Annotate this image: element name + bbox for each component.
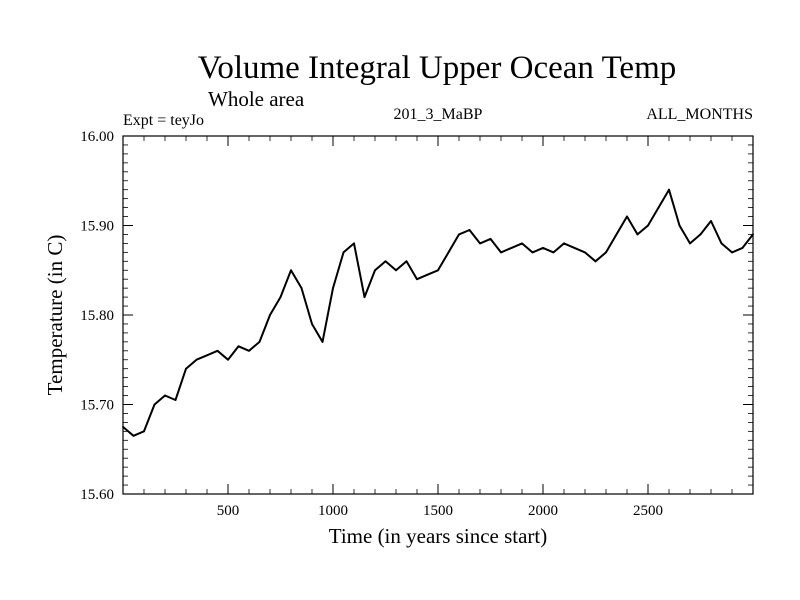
data-point [416,278,418,281]
data-point [447,251,450,254]
y-axis-label: Temperature (in C) [43,235,67,396]
data-point [374,269,376,272]
data-point [164,394,166,397]
run-label: 201_3_MaBP [394,106,483,123]
data-point [437,269,439,272]
data-point [300,287,303,290]
data-point [479,242,481,245]
minor-ticks [123,135,753,495]
data-point [489,238,492,240]
data-point [174,399,177,401]
data-point [185,367,187,370]
major-ticks [123,135,753,495]
data-point [731,251,733,254]
data-point [248,349,250,352]
data-point [395,269,397,272]
data-point [237,345,240,348]
x-tick-label: 2500 [633,503,663,519]
data-point [500,251,502,254]
data-point [195,358,198,361]
data-point [657,206,660,209]
x-tick-label: 500 [217,503,240,519]
data-point [741,246,744,249]
data-point [384,260,387,263]
data-point [269,314,271,316]
data-point [216,349,219,352]
data-point [720,242,723,245]
plot-frame [122,135,754,495]
chart-title: Volume Integral Upper Ocean Temp [198,50,676,86]
data-point [510,246,513,249]
data-point [153,403,156,406]
x-tick-labels: 500 1000 1500 2000 2500 [217,503,663,519]
y-tick-label: 16.00 [80,129,114,145]
data-point [290,269,292,272]
data-point [279,296,282,298]
data-point [363,296,366,298]
data-point [605,251,607,254]
y-tick-labels: 15.60 15.70 15.80 15.90 16.00 [80,129,114,503]
data-point [689,242,691,245]
series-line-temperature [122,188,754,437]
months-label: ALL_MONTHS [646,106,753,123]
y-tick-label: 15.70 [80,398,114,414]
data-point [143,430,145,433]
data-point [542,246,544,249]
data-point [626,215,628,218]
y-tick-label: 15.80 [80,308,114,324]
data-point [405,260,408,263]
y-tick-label: 15.60 [80,487,114,503]
data-point [426,273,429,276]
data-point [332,287,334,290]
x-tick-label: 1500 [423,503,453,519]
data-point [458,233,460,236]
data-point [342,251,345,254]
data-point [531,251,534,254]
data-point [206,354,208,357]
data-point [552,251,555,254]
data-point [353,242,355,245]
experiment-label: Expt = teyJo [123,112,204,129]
data-point [615,233,618,236]
data-point [258,340,261,343]
data-point [132,434,135,437]
data-point [594,260,597,263]
data-point [563,242,565,245]
data-point [573,246,576,249]
data-point [227,358,229,361]
chart-subtitle: Whole area [208,87,305,111]
x-axis-label: Time (in years since start) [329,524,548,548]
x-tick-label: 2000 [528,503,558,519]
data-point [647,224,649,227]
data-point [636,233,639,236]
y-tick-label: 15.90 [80,219,114,235]
data-point [468,229,471,231]
data-point [584,251,586,254]
data-point [710,220,712,222]
x-tick-label: 1000 [318,503,348,519]
data-point [678,224,681,227]
data-point [699,233,702,236]
data-points [122,188,754,437]
data-point [321,340,324,343]
data-point [668,188,670,191]
data-point [311,323,313,325]
data-point [521,242,523,245]
